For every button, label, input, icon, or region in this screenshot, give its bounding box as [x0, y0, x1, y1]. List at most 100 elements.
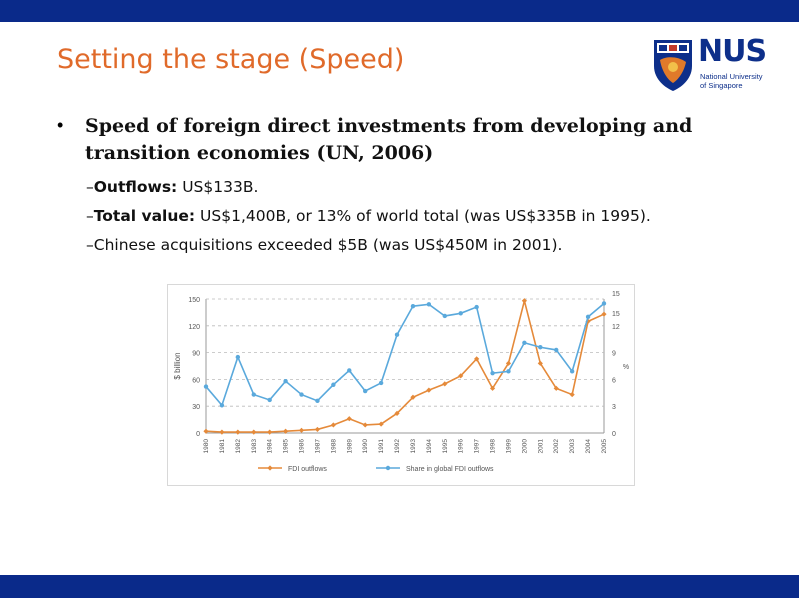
share-point	[251, 392, 256, 397]
bullet-text: Speed of foreign direct investments from…	[85, 115, 693, 164]
share-point	[458, 311, 463, 316]
x-tick-label: 2000	[521, 439, 528, 454]
right-tick-label: 15	[612, 291, 620, 298]
x-tick-label: 1992	[394, 439, 401, 454]
legend-label: Share in global FDI outflows	[406, 466, 494, 473]
outflows-point	[235, 429, 241, 435]
outflows-point	[362, 422, 368, 428]
share-point	[299, 392, 304, 397]
x-tick-label: 1989	[346, 439, 353, 454]
sub-item-chinese-acquisitions: –Chinese acquisitions exceeded $5B (was …	[86, 236, 563, 254]
right-tick-label: 15	[612, 311, 620, 318]
x-tick-label: 2003	[569, 439, 576, 454]
top-banner	[0, 0, 799, 22]
share-point	[522, 340, 527, 345]
share-point	[474, 304, 479, 310]
outflows-point	[569, 391, 575, 398]
x-tick-label: 1993	[410, 439, 417, 454]
share-point	[283, 378, 288, 384]
slide-title: Setting the stage (Speed)	[57, 44, 405, 75]
x-tick-label: 1986	[299, 439, 306, 454]
outflows-point	[601, 311, 607, 317]
outflows-point	[330, 422, 336, 428]
left-tick-label: 30	[192, 404, 200, 411]
right-tick-label: 0	[612, 431, 616, 438]
fdi-chart-svg: 0 30 60 90 120 150 0 3 6 9 12 15 15 $ billion % 1980 198…	[173, 291, 629, 473]
share-point	[235, 354, 241, 360]
outflows-point	[521, 298, 527, 304]
right-tick-label: 9	[612, 351, 616, 358]
x-tick-label: 1983	[251, 439, 258, 454]
left-tick-label: 120	[188, 324, 200, 331]
outflows-point	[458, 373, 464, 379]
legend-label: FDI outflows	[288, 466, 327, 473]
x-tick-label: 1987	[314, 439, 321, 454]
left-tick-label: 90	[192, 351, 200, 358]
share-point	[569, 369, 575, 374]
sub-item-outflows: –Outflows: US$133B.	[86, 178, 259, 196]
x-tick-label: 2004	[585, 439, 592, 454]
legend-swatch-marker	[267, 465, 273, 471]
x-tick-label: 1984	[267, 439, 274, 454]
share-point	[394, 332, 400, 337]
outflows-point	[442, 381, 448, 387]
outflows-point	[474, 356, 480, 362]
outflows-point	[251, 429, 257, 435]
x-tick-label: 1982	[235, 439, 242, 454]
left-tick-label: 0	[196, 431, 200, 438]
share-point	[506, 369, 511, 374]
x-tick-label: 1981	[219, 439, 226, 454]
outflows-point	[219, 429, 225, 435]
fdi-chart: 0 30 60 90 120 150 0 3 6 9 12 15 15 $ billion% 1980 198…	[167, 284, 635, 486]
x-tick-label: 1990	[362, 439, 369, 454]
legend-swatch-marker	[385, 465, 391, 471]
bullet-dot-icon: •	[57, 115, 64, 135]
x-tick-label: 1996	[458, 439, 465, 454]
x-tick-label: 1995	[442, 439, 449, 454]
outflows-point	[410, 394, 416, 400]
right-tick-label: 3	[612, 404, 616, 411]
share-point	[538, 345, 543, 350]
share-point	[442, 313, 447, 319]
right-tick-label: 6	[612, 377, 616, 384]
outflows-point	[267, 429, 273, 435]
x-tick-label: 1998	[490, 439, 497, 454]
left-tick-label: 150	[188, 297, 200, 304]
x-tick-label: 1988	[330, 439, 337, 454]
share-point	[267, 397, 272, 403]
share-point	[554, 347, 559, 353]
outflows-point	[346, 416, 352, 422]
x-tick-label: 1999	[505, 439, 512, 454]
share-point	[363, 388, 368, 394]
share-point	[331, 382, 336, 387]
x-tick-label: 1997	[474, 439, 481, 454]
outflows-point	[537, 360, 543, 366]
bottom-banner	[0, 575, 799, 598]
x-tick-label: 2001	[537, 439, 544, 454]
left-tick-label: 60	[192, 377, 200, 384]
share-point	[315, 398, 320, 404]
share-point	[585, 314, 591, 320]
x-tick-label: 1994	[426, 439, 433, 454]
share-point	[410, 303, 416, 309]
crest-icon	[654, 40, 692, 91]
right-axis-title: %	[623, 364, 629, 371]
share-point	[203, 384, 209, 389]
sub-item-total-value: –Total value: US$1,400B, or 13% of world…	[86, 207, 651, 225]
right-tick-label: 12	[612, 324, 620, 331]
left-axis-title: $ billion	[173, 352, 182, 379]
share-point	[426, 302, 432, 307]
outflows-point	[505, 360, 512, 366]
outflows-point	[426, 387, 432, 393]
share-point	[347, 368, 352, 373]
nus-logo: NUS National University of Singapore	[650, 34, 780, 94]
share-point	[378, 380, 384, 386]
outflows-point	[314, 426, 321, 433]
share-series-line	[205, 302, 605, 407]
outflows-series-line	[205, 300, 605, 433]
share-point	[219, 403, 225, 408]
logo-subtitle: National University of Singapore	[700, 72, 763, 90]
outflows-point	[298, 427, 305, 433]
x-tick-label: 1980	[203, 439, 210, 454]
share-point	[601, 301, 607, 306]
